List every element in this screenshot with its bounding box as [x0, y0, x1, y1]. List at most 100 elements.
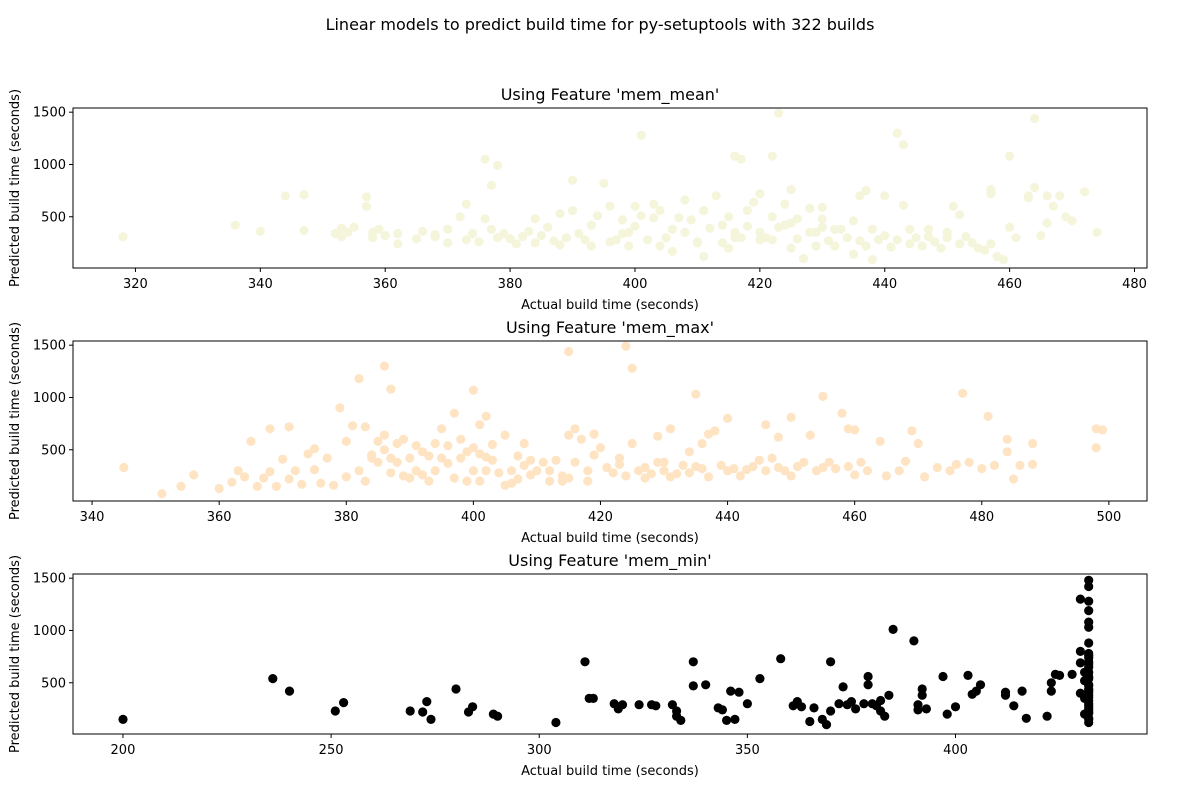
scatter-point [986, 239, 996, 249]
scatter-point [748, 461, 758, 472]
scatter-point [456, 434, 466, 444]
scatter-point [588, 693, 598, 704]
scatter-point [486, 180, 496, 190]
scatter-point [842, 233, 852, 243]
subplot-panels: Using Feature 'mem_mean' 320 340 360 380 400 4… [8, 85, 1148, 779]
scatter-point [717, 238, 728, 248]
y-tick-label: 500 [41, 443, 66, 458]
scatter-point [583, 466, 593, 476]
scatter-point [580, 235, 590, 245]
scatter-point [617, 700, 628, 710]
scatter-point [818, 391, 828, 401]
scatter-point [449, 473, 459, 483]
scatter-point [1084, 659, 1094, 669]
scatter-point [855, 236, 865, 246]
subplot-2: Using Feature 'mem_max' 340 360 380 400 420 44… [8, 318, 1148, 546]
scatter-point [945, 466, 955, 476]
scatter-point [898, 200, 909, 210]
scatter-point [551, 455, 561, 465]
scatter-point [259, 473, 269, 483]
scatter-point [892, 235, 902, 245]
scatter-point [361, 201, 372, 211]
scatter-point [309, 444, 320, 454]
scatter-point [863, 671, 873, 682]
subplot-1: Using Feature 'mem_mean' 320 340 360 380 400 4… [8, 85, 1148, 313]
scatter-point [278, 454, 288, 464]
scatter-point [303, 449, 313, 459]
scatter-point [680, 195, 690, 205]
x-tick-label: 480 [969, 510, 994, 525]
scatter-point [722, 715, 732, 726]
scatter-point [570, 424, 580, 434]
x-tick-label: 250 [319, 743, 344, 758]
scatter-point [809, 703, 819, 713]
scatter-point [786, 185, 796, 195]
scatter-point [176, 481, 186, 491]
scatter-point [880, 191, 890, 201]
scatter-point [881, 471, 892, 481]
scatter-point [1048, 201, 1058, 211]
scatter-point [511, 239, 521, 249]
scatter-point [826, 657, 836, 667]
y-tick-label: 1000 [33, 391, 66, 406]
scatter-point [672, 469, 682, 479]
scatter-point [799, 254, 809, 264]
scatter-point [805, 203, 815, 213]
scatter-point [265, 424, 275, 434]
scatter-point [851, 704, 861, 714]
scatter-point [284, 474, 294, 484]
scatter-point [884, 690, 894, 700]
scatter-point [576, 434, 587, 444]
scatter-point [589, 450, 599, 460]
scatter-point [354, 374, 364, 384]
scatter-point [938, 671, 948, 682]
scatter-point [697, 438, 707, 449]
scatter-series [118, 108, 1102, 265]
scatter-point [1009, 701, 1019, 711]
scatter-point [1080, 187, 1090, 197]
subplot-title: Using Feature 'mem_max' [506, 318, 714, 338]
scatter-point [379, 445, 389, 455]
scatter-point [964, 457, 974, 467]
scatter-point [417, 470, 428, 480]
scatter-point [518, 232, 528, 242]
scatter-point [316, 478, 326, 488]
scatter-series [119, 341, 1108, 499]
scatter-point [437, 424, 447, 434]
scatter-point [360, 422, 370, 432]
scatter-point [848, 249, 859, 259]
scatter-point [661, 233, 671, 243]
y-tick-label: 1000 [33, 624, 66, 639]
scatter-point [850, 425, 860, 435]
scatter-point [1091, 443, 1101, 453]
scatter-point [1067, 669, 1077, 680]
scatter-point [589, 429, 599, 439]
scatter-point [655, 241, 665, 251]
scatter-point [691, 389, 701, 399]
y-tick-label: 1500 [33, 572, 66, 587]
scatter-point [923, 224, 934, 234]
scatter-point [443, 441, 453, 451]
scatter-point [876, 695, 886, 706]
scatter-point [411, 441, 421, 451]
scatter-point [875, 436, 885, 446]
x-tick-label: 440 [872, 277, 897, 292]
scatter-point [1097, 425, 1108, 435]
scatter-point [605, 201, 615, 211]
scatter-point [755, 189, 765, 199]
scatter-point [936, 243, 946, 253]
scatter-point [817, 222, 827, 232]
scatter-point [1023, 193, 1033, 203]
scatter-point [386, 468, 396, 478]
scatter-point [630, 201, 640, 211]
scatter-point [252, 481, 262, 491]
scatter-point [742, 205, 753, 216]
scatter-point [1002, 447, 1012, 457]
scatter-point [955, 239, 965, 249]
scatter-point [678, 460, 688, 470]
scatter-point [730, 714, 740, 725]
scatter-point [755, 227, 765, 237]
scatter-point [1046, 686, 1056, 696]
scatter-point [624, 241, 634, 251]
y-tick-label: 500 [41, 676, 66, 691]
